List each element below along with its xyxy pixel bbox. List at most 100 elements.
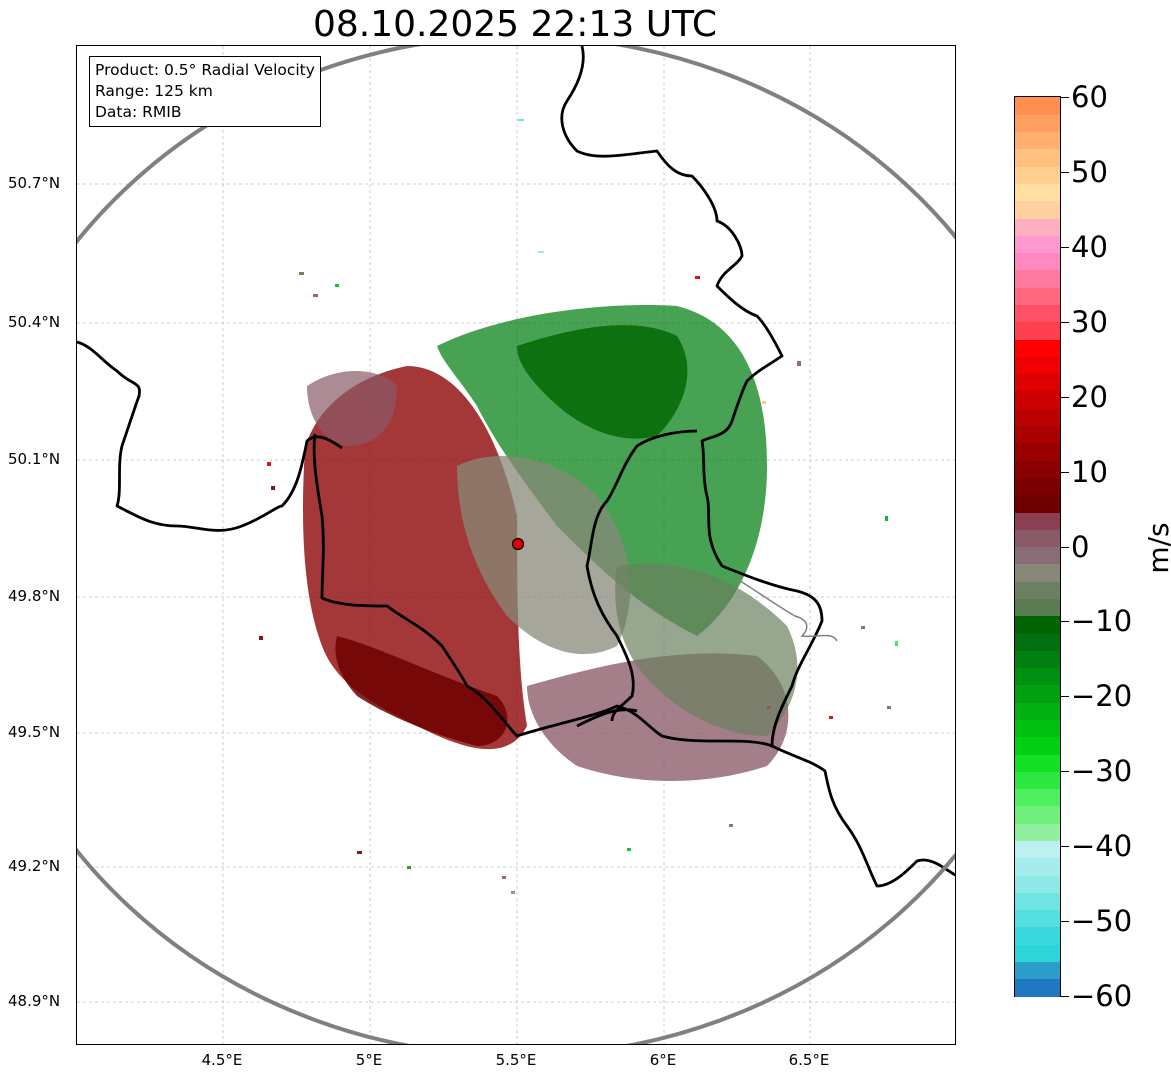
product-label: Product: 0.5° Radial Velocity — [95, 61, 315, 79]
colorbar-segment — [1015, 598, 1060, 617]
colorbar-tick — [1061, 921, 1069, 923]
colorbar-segment — [1015, 339, 1060, 357]
colorbar-segment — [1015, 892, 1060, 911]
colorbar-tick — [1061, 321, 1069, 323]
colorbar-segment — [1015, 442, 1060, 461]
colorbar-segment — [1015, 684, 1060, 703]
colorbar-segment — [1015, 373, 1060, 392]
colorbar-tick — [1061, 246, 1069, 248]
radar-site-marker — [511, 537, 525, 551]
colorbar-tick-label: −20 — [1071, 679, 1133, 714]
colorbar-segment — [1015, 771, 1060, 790]
lon-label: 4.5°E — [201, 1051, 243, 1069]
colorbar-tick-label: −50 — [1071, 904, 1133, 939]
border-germany-france-east — [721, 564, 955, 888]
colorbar-tick — [1061, 771, 1069, 773]
echo-mauve-west — [307, 371, 397, 446]
echo-speckles — [259, 119, 898, 894]
colorbar-segment — [1015, 805, 1060, 824]
colorbar-segment — [1015, 926, 1060, 945]
colorbar-tick-label: 60 — [1071, 80, 1108, 114]
colorbar-segment — [1015, 356, 1060, 375]
map-canvas — [77, 46, 955, 1044]
colorbar-tick — [1061, 97, 1069, 98]
colorbar-tick-label: 50 — [1071, 154, 1108, 189]
colorbar-segment — [1015, 909, 1060, 928]
lon-label: 5.5°E — [495, 1051, 537, 1069]
country-borders — [77, 46, 955, 888]
colorbar-tick-label: 10 — [1071, 454, 1108, 489]
product-info-box: Product: 0.5° Radial Velocity Range: 125… — [89, 56, 321, 127]
colorbar-segment — [1015, 788, 1060, 807]
border-lux-inner — [576, 708, 638, 728]
colorbar-segment — [1015, 200, 1060, 219]
lon-label: 6°E — [649, 1051, 677, 1069]
echo-green-core — [517, 325, 688, 439]
colorbar-tick-label: −60 — [1071, 979, 1133, 1013]
colorbar-tick-label: 20 — [1071, 379, 1108, 414]
colorbar-segment — [1015, 477, 1060, 496]
colorbar-segment — [1015, 753, 1060, 772]
colorbar-segment — [1015, 702, 1060, 720]
colorbar-tick — [1061, 396, 1069, 398]
colorbar-segment — [1015, 581, 1060, 599]
map-title: 08.10.2025 22:13 UTC — [312, 4, 718, 45]
colorbar-segment — [1015, 183, 1060, 202]
colorbar-segment — [1015, 166, 1060, 185]
colorbar-segment — [1015, 114, 1060, 133]
colorbar-segment — [1015, 529, 1060, 548]
lat-label: 49.5°N — [8, 723, 61, 741]
colorbar-tick — [1061, 471, 1069, 473]
colorbar-segment — [1015, 978, 1060, 997]
colorbar-segment — [1015, 961, 1060, 980]
radar-map[interactable] — [76, 45, 956, 1045]
colorbar-segment — [1015, 874, 1060, 893]
range-label: Range: 125 km — [95, 82, 213, 100]
border-belgium-lux-france — [312, 433, 773, 748]
echo-zero-center — [457, 456, 631, 655]
echo-greygreen-east — [615, 563, 798, 736]
colorbar-segment — [1015, 944, 1060, 962]
river-moselle — [731, 575, 838, 642]
colorbar-segment — [1015, 321, 1060, 340]
data-source-label: Data: RMIB — [95, 103, 182, 121]
colorbar-segment — [1015, 511, 1060, 530]
border-belgium-germany-east — [560, 46, 784, 567]
lat-label: 50.7°N — [8, 174, 61, 192]
colorbar-segment — [1015, 823, 1060, 841]
colorbar-segment — [1015, 736, 1060, 755]
colorbar-segment — [1015, 650, 1060, 669]
colorbar-segment — [1015, 304, 1060, 323]
lat-label: 49.8°N — [8, 587, 61, 605]
colorbar-segment — [1015, 460, 1060, 478]
colorbar-tick-label: −10 — [1071, 604, 1133, 639]
colorbar-segment — [1015, 632, 1060, 651]
colorbar — [1014, 96, 1061, 997]
colorbar-segment — [1015, 546, 1060, 565]
colorbar-tick — [1061, 546, 1069, 548]
lat-label: 48.9°N — [8, 992, 61, 1010]
colorbar-segment — [1015, 131, 1060, 150]
lat-label: 49.2°N — [8, 857, 61, 875]
colorbar-segment — [1015, 615, 1060, 634]
colorbar-segment — [1015, 287, 1060, 306]
colorbar-tick — [1061, 846, 1069, 848]
colorbar-segment — [1015, 218, 1060, 236]
colorbar-tick-label: −40 — [1071, 829, 1133, 864]
colorbar-segment — [1015, 408, 1060, 427]
colorbar-segment — [1015, 269, 1060, 288]
colorbar-unit: m/s — [1142, 522, 1171, 574]
lon-label: 6.5°E — [788, 1051, 830, 1069]
colorbar-tick — [1061, 171, 1069, 173]
colorbar-tick — [1061, 696, 1069, 698]
colorbar-segment — [1015, 840, 1060, 859]
border-lux-germany — [585, 429, 698, 722]
colorbar-segment — [1015, 719, 1060, 738]
colorbar-segment — [1015, 425, 1060, 444]
colorbar-segment — [1015, 235, 1060, 254]
colorbar-tick-label: 30 — [1071, 304, 1108, 339]
lat-label: 50.1°N — [8, 450, 61, 468]
colorbar-tick — [1061, 996, 1069, 997]
colorbar-segment — [1015, 390, 1060, 409]
lat-label: 50.4°N — [8, 313, 61, 331]
